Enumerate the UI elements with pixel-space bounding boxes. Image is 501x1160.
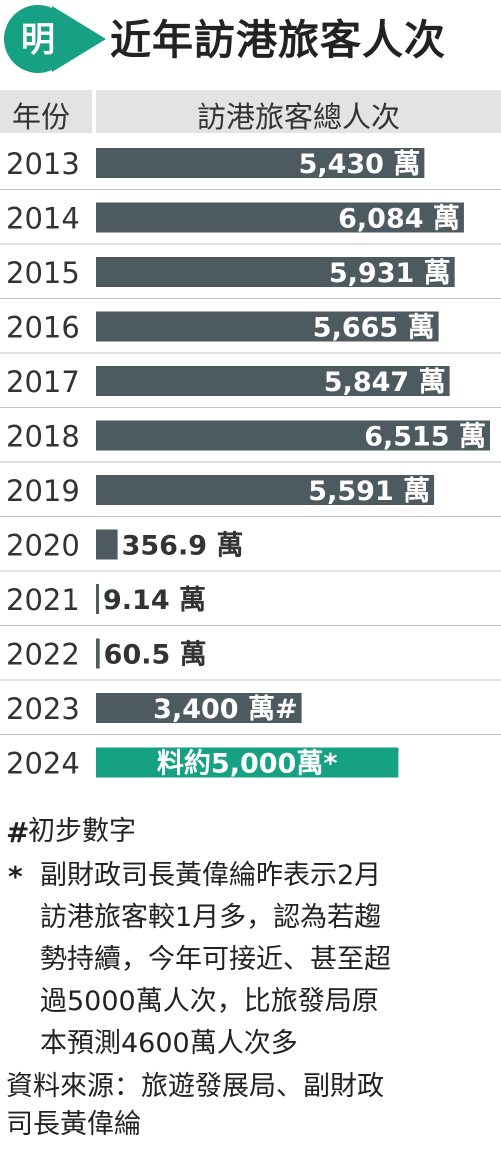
year-label: 2017 bbox=[6, 365, 80, 399]
source-line-1: 資料來源：旅遊發展局、副財政 bbox=[6, 1071, 384, 1102]
bar bbox=[96, 311, 439, 342]
header: 明 近年訪港旅客人次 bbox=[0, 0, 501, 80]
value-label: 5,665 萬 bbox=[313, 313, 435, 344]
year-label: 2016 bbox=[6, 311, 80, 345]
bar bbox=[96, 475, 435, 505]
logo-char: 明 bbox=[21, 20, 55, 60]
bar bbox=[96, 693, 302, 723]
star-note-line-5: 本預測4600萬人次多 bbox=[40, 1028, 298, 1059]
value-label: 6,084 萬 bbox=[338, 204, 460, 235]
value-label: 6,515 萬 bbox=[364, 422, 486, 453]
value-label: 5,591 萬 bbox=[308, 476, 430, 507]
hash-note-text: 初步數字 bbox=[28, 816, 136, 847]
value-label: 料約5,000萬* bbox=[157, 748, 338, 780]
year-label: 2014 bbox=[6, 202, 80, 236]
year-column-header: 年份 bbox=[0, 90, 92, 134]
bar-chart: 2013 5,430 萬 2014 6,084 萬 2015 5,931 萬 2016 5,6… bbox=[0, 147, 501, 781]
star-note-line-4: 過5000萬人次，比旅發局原 bbox=[40, 986, 379, 1017]
ming-pao-logo-icon: 明 bbox=[4, 5, 106, 73]
year-label: 2019 bbox=[6, 474, 80, 508]
value-label: 5,847 萬 bbox=[324, 367, 446, 398]
year-label: 2013 bbox=[6, 147, 80, 181]
year-label: 2018 bbox=[6, 420, 80, 454]
star-mark: * bbox=[8, 860, 23, 893]
year-label: 2015 bbox=[6, 256, 80, 290]
source-note: 資料來源：旅遊發展局、副財政 司長黃偉綸 bbox=[6, 1068, 496, 1144]
bar bbox=[96, 257, 455, 287]
year-label: 2024 bbox=[6, 747, 80, 781]
bar bbox=[96, 148, 425, 178]
star-note-line-2: 訪港旅客較1月多，認為若趨 bbox=[40, 902, 382, 933]
source-line-2: 司長黃偉綸 bbox=[6, 1109, 141, 1140]
year-column-label: 年份 bbox=[12, 100, 71, 134]
page-title: 近年訪港旅客人次 bbox=[110, 16, 446, 64]
hash-mark: # bbox=[6, 816, 30, 849]
value-label: 356.9 萬 bbox=[122, 531, 244, 562]
year-label: 2022 bbox=[6, 638, 80, 672]
value-label: 60.5 萬 bbox=[104, 640, 207, 671]
value-column-header: 訪港旅客總人次 bbox=[96, 90, 501, 134]
value-label: 3,400 萬# bbox=[153, 694, 297, 725]
year-label: 2020 bbox=[6, 529, 80, 563]
bar bbox=[96, 529, 118, 560]
value-label: 5,931 萬 bbox=[329, 258, 451, 289]
star-note-line-3: 勢持續，今年可接近、甚至超 bbox=[40, 944, 391, 975]
value-label: 5,430 萬 bbox=[299, 149, 421, 180]
star-note-line-1: 副財政司長黃偉綸昨表示2月 bbox=[40, 860, 382, 891]
bar bbox=[96, 366, 450, 396]
bar bbox=[96, 202, 464, 233]
bar bbox=[96, 420, 490, 451]
value-column-label: 訪港旅客總人次 bbox=[196, 100, 400, 134]
notes-section: # 初步數字 * 副財政司長黃偉綸昨表示2月 訪港旅客較1月多，認為若趨 勢持續… bbox=[0, 798, 501, 1160]
bar bbox=[96, 638, 100, 669]
forecast-bar bbox=[96, 747, 399, 778]
table-header: 年份 訪港旅客總人次 bbox=[0, 90, 501, 134]
bar bbox=[96, 584, 99, 614]
year-label: 2023 bbox=[6, 692, 80, 726]
year-label: 2021 bbox=[6, 583, 80, 617]
value-label: 9.14 萬 bbox=[103, 585, 206, 616]
